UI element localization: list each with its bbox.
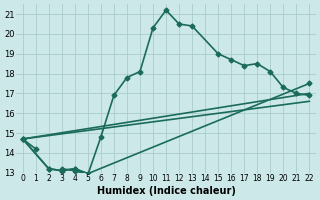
X-axis label: Humidex (Indice chaleur): Humidex (Indice chaleur): [97, 186, 236, 196]
